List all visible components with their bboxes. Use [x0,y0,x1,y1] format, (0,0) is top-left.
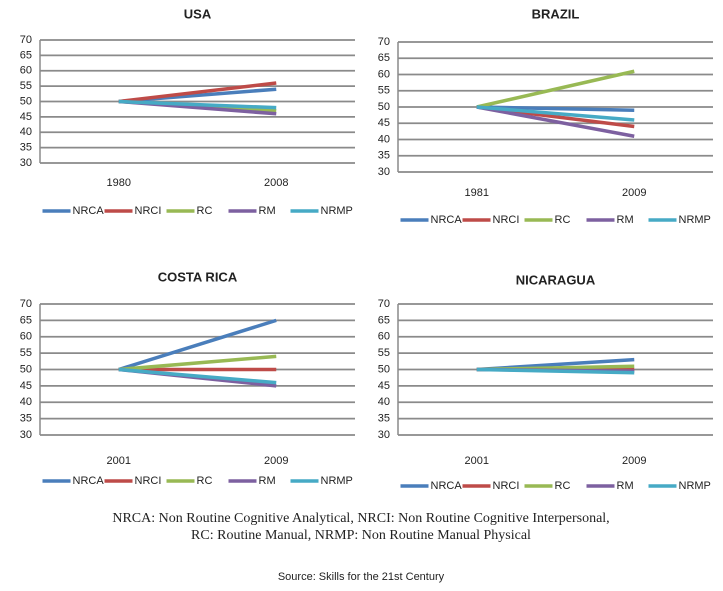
legend-label: NRCI [493,214,520,226]
x-tick-label: 2008 [264,177,288,189]
x-tick-label: 2001 [107,455,131,467]
y-tick-label: 65 [20,314,32,326]
legend-label: RC [197,475,213,487]
legend-label: NRCA [73,205,105,217]
y-tick-label: 70 [20,298,32,310]
data-line [118,367,277,385]
chart-title: NICARAGUA [516,272,596,287]
legend-label: NRCA [73,475,105,487]
data-line [118,81,277,104]
y-tick-label: 45 [378,117,390,129]
x-tick-label: 1980 [107,177,131,189]
y-tick-label: 35 [20,142,32,154]
legend-label: NRCI [493,480,520,492]
y-tick-label: 70 [378,298,390,310]
footnote: RC: Routine Manual, NRMP: Non Routine Ma… [191,528,531,543]
legend-label: NRCA [431,214,463,226]
y-tick-label: 30 [378,429,390,441]
legend-label: RM [259,475,276,487]
footnote: NRCA: Non Routine Cognitive Analytical, … [112,511,609,526]
chart-title: USA [184,6,212,21]
legend-label: NRCI [135,475,162,487]
legend-label: NRMP [679,214,711,226]
y-tick-label: 45 [20,380,32,392]
data-line [118,99,277,110]
legend-label: NRMP [321,475,353,487]
y-tick-label: 35 [378,150,390,162]
legend-label: RM [259,205,276,217]
source: Source: Skills for the 21st Century [278,571,445,583]
y-tick-label: 65 [378,314,390,326]
y-tick-label: 30 [20,157,32,169]
y-tick-label: 60 [378,68,390,80]
y-tick-label: 40 [378,133,390,145]
data-line [118,318,277,372]
data-line [476,105,635,138]
legend-label: RM [617,214,634,226]
data-line [118,354,277,372]
y-tick-label: 55 [378,347,390,359]
x-tick-label: 2001 [465,455,489,467]
y-tick-label: 45 [20,111,32,123]
legend-label: NRCI [135,205,162,217]
y-tick-label: 40 [20,126,32,138]
chart-title: BRAZIL [532,6,580,21]
y-tick-label: 50 [378,101,390,113]
legend-label: NRMP [679,480,711,492]
legend-label: RM [617,480,634,492]
y-tick-label: 30 [20,429,32,441]
y-tick-label: 60 [378,331,390,343]
y-tick-label: 55 [20,347,32,359]
y-tick-label: 35 [378,413,390,425]
y-tick-label: 35 [20,413,32,425]
legend-label: NRMP [321,205,353,217]
data-line [476,69,635,109]
data-line [476,367,635,375]
y-tick-label: 65 [378,52,390,64]
y-tick-label: 70 [378,36,390,48]
y-tick-label: 50 [20,363,32,375]
y-tick-label: 60 [20,65,32,77]
y-tick-label: 55 [20,80,32,92]
chart-title: COSTA RICA [158,269,238,284]
y-tick-label: 50 [378,363,390,375]
y-tick-label: 40 [378,396,390,408]
legend-label: RC [555,480,571,492]
y-tick-label: 40 [20,396,32,408]
y-tick-label: 45 [378,380,390,392]
x-tick-label: 2009 [264,455,288,467]
y-tick-label: 60 [20,331,32,343]
y-tick-label: 65 [20,49,32,61]
y-tick-label: 50 [20,95,32,107]
y-tick-label: 30 [378,166,390,178]
data-line [476,105,635,122]
legend-label: RC [555,214,571,226]
y-tick-label: 55 [378,85,390,97]
x-tick-label: 1981 [465,187,489,199]
legend-label: NRCA [431,480,463,492]
y-tick-label: 70 [20,34,32,46]
x-tick-label: 2009 [622,187,646,199]
legend-label: RC [197,205,213,217]
x-tick-label: 2009 [622,455,646,467]
